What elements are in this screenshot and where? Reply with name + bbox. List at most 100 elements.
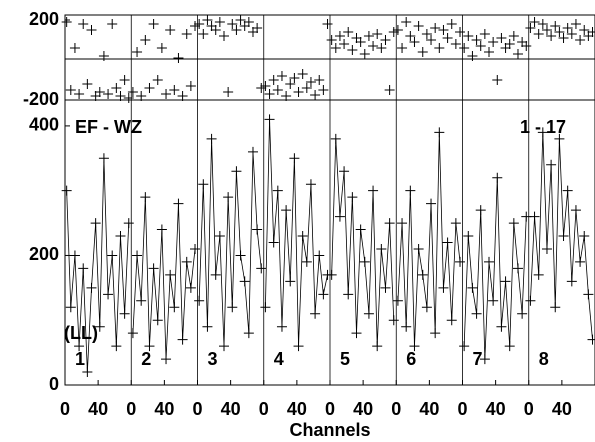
point xyxy=(380,35,391,45)
y-tick-label: 0 xyxy=(49,374,59,394)
point xyxy=(132,47,143,57)
point xyxy=(235,250,246,261)
point xyxy=(459,341,470,352)
point xyxy=(368,185,379,196)
point xyxy=(86,282,97,293)
line xyxy=(265,119,328,347)
point xyxy=(223,192,234,203)
point xyxy=(156,43,167,53)
point xyxy=(384,218,395,229)
point xyxy=(173,53,184,63)
point xyxy=(289,153,300,164)
x-tick-label: 40 xyxy=(353,399,373,419)
line xyxy=(397,132,461,347)
point xyxy=(372,29,383,39)
point xyxy=(310,308,321,319)
point xyxy=(570,205,581,216)
point xyxy=(446,19,457,29)
point xyxy=(219,31,229,41)
point xyxy=(525,295,536,306)
point xyxy=(227,302,238,313)
point xyxy=(98,51,109,61)
point xyxy=(326,35,337,45)
point xyxy=(450,39,461,49)
point xyxy=(570,19,581,29)
x-tick-label: 0 xyxy=(391,399,401,419)
point xyxy=(318,289,329,300)
point xyxy=(214,17,225,27)
point xyxy=(434,127,445,138)
segment-label: 4 xyxy=(274,349,284,369)
point xyxy=(401,17,412,27)
point xyxy=(90,218,101,229)
point xyxy=(210,269,221,280)
point xyxy=(305,179,316,190)
point xyxy=(107,19,118,29)
point xyxy=(492,75,503,85)
y-tick-label: 400 xyxy=(29,115,59,135)
point xyxy=(297,231,308,242)
point xyxy=(169,302,180,313)
point xyxy=(484,256,494,267)
point xyxy=(587,334,595,345)
x-tick-label: 0 xyxy=(524,399,534,419)
point xyxy=(351,328,362,339)
point xyxy=(554,133,565,144)
point xyxy=(413,21,424,31)
point xyxy=(533,269,544,280)
point xyxy=(471,308,482,319)
point xyxy=(82,79,93,89)
point xyxy=(152,75,163,85)
point xyxy=(488,37,499,47)
point xyxy=(177,91,188,101)
point xyxy=(397,218,408,229)
point xyxy=(94,321,105,332)
point xyxy=(252,224,263,235)
point xyxy=(368,41,379,51)
point xyxy=(405,31,416,41)
point xyxy=(272,85,283,95)
point xyxy=(380,282,391,293)
point xyxy=(74,89,85,99)
point xyxy=(140,35,151,45)
x-axis-title: Channels xyxy=(289,420,370,440)
point xyxy=(550,302,561,313)
x-tick-label: 40 xyxy=(486,399,506,419)
x-tick-label: 0 xyxy=(192,399,202,419)
point xyxy=(293,341,304,352)
point xyxy=(343,27,354,37)
point xyxy=(583,289,594,300)
point xyxy=(276,71,287,81)
point xyxy=(231,166,242,177)
point xyxy=(314,250,325,261)
point xyxy=(314,75,325,85)
point xyxy=(136,91,147,101)
point xyxy=(281,205,292,216)
point xyxy=(206,133,217,144)
point xyxy=(260,81,271,91)
point xyxy=(459,43,470,53)
point xyxy=(500,43,511,53)
point xyxy=(500,276,511,287)
point xyxy=(529,211,540,222)
point xyxy=(123,93,134,103)
point xyxy=(115,231,126,242)
point xyxy=(442,33,453,43)
point xyxy=(148,263,159,274)
point xyxy=(65,85,76,95)
point xyxy=(239,21,250,31)
point xyxy=(239,276,250,287)
point xyxy=(247,146,258,157)
point xyxy=(566,276,577,287)
point xyxy=(401,321,412,332)
point xyxy=(272,185,283,196)
point xyxy=(388,315,399,326)
point xyxy=(148,19,159,29)
point xyxy=(517,308,528,319)
point xyxy=(252,23,263,33)
point xyxy=(326,269,337,280)
point xyxy=(140,192,151,203)
point xyxy=(297,69,308,79)
point xyxy=(161,354,172,365)
point xyxy=(546,159,557,170)
